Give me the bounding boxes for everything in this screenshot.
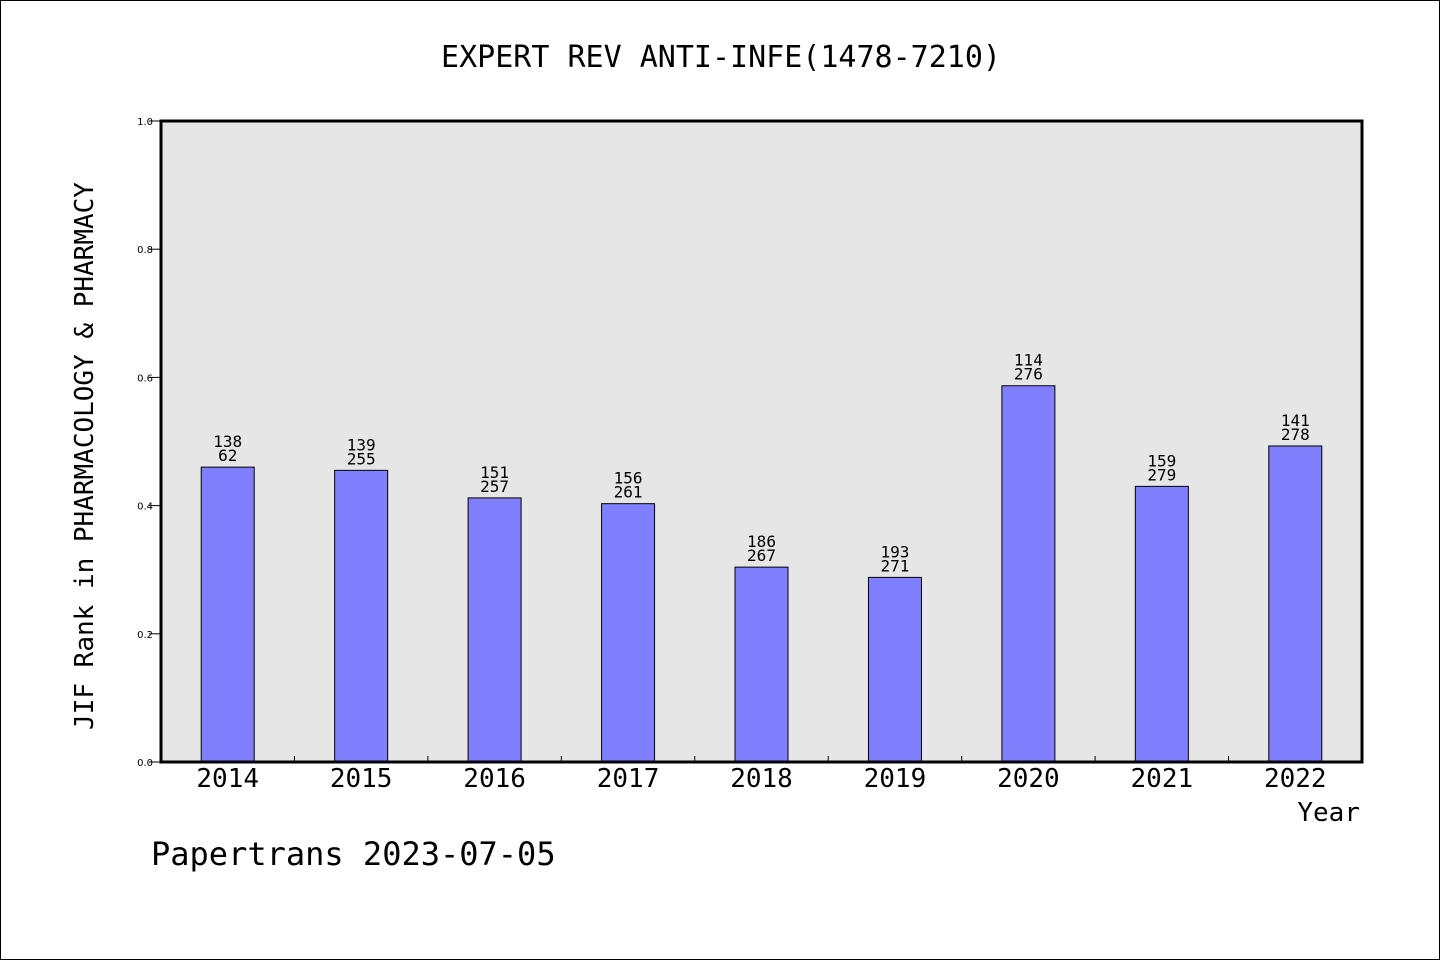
x-tick-label: 2020 — [997, 764, 1060, 794]
x-tick-label: 2022 — [1264, 764, 1327, 794]
bar-label-top-2018: 186 — [747, 532, 776, 551]
bar-2015 — [334, 469, 389, 763]
bar-2020 — [1001, 385, 1056, 763]
bar-2018 — [734, 566, 789, 763]
bar-label-top-2015: 139 — [347, 435, 376, 454]
bar-label-bottom-2019: 271 — [880, 556, 909, 575]
bar-2021 — [1134, 485, 1189, 763]
x-tick-label: 2015 — [330, 764, 393, 794]
bar-2014 — [200, 466, 255, 763]
y-tick-label: 0.6 — [137, 373, 153, 384]
y-tick-label: 0.2 — [137, 630, 153, 641]
x-tick-label: 2019 — [864, 764, 927, 794]
bar-label-top-2019: 193 — [880, 542, 909, 561]
y-tick-label: 0.8 — [137, 245, 153, 256]
x-tick-label: 2021 — [1131, 764, 1194, 794]
y-axis: 0.0 0.2 0.4 0.6 0.8 1.0 — [137, 117, 161, 769]
bar-label-top-2017: 156 — [614, 469, 643, 488]
x-tick-label: 2018 — [730, 764, 793, 794]
bar-label-top-2014: 138 — [213, 432, 242, 451]
footer-credit: Papertrans 2023-07-05 — [151, 835, 556, 873]
y-axis-title: JIF Rank in PHARMACOLOGY & PHARMACY — [70, 182, 100, 730]
chart-title: EXPERT REV ANTI-INFE(1478-7210) — [441, 40, 1001, 75]
y-tick-label: 1.0 — [137, 117, 153, 128]
bar-2019 — [867, 576, 922, 763]
bar-2022 — [1268, 445, 1323, 763]
bar-label-bottom-2018: 267 — [747, 546, 776, 565]
x-axis: 2014 2015 2016 2017 2018 2019 2020 2021 2022 — [196, 756, 1327, 794]
bar-label-bottom-2021: 279 — [1147, 465, 1176, 484]
bar-label-top-2022: 141 — [1281, 411, 1310, 430]
bar-label-bottom-2015: 255 — [347, 449, 376, 468]
plot-border — [159, 119, 1364, 764]
bar-label-top-2020: 114 — [1014, 351, 1043, 370]
y-tick-label: 0.4 — [137, 502, 153, 513]
bar-label-bottom-2016: 257 — [480, 477, 509, 496]
bar-2017 — [601, 503, 656, 763]
bar-label-top-2016: 151 — [480, 463, 509, 482]
bars-layer — [200, 385, 1323, 763]
bar-label-bottom-2022: 278 — [1281, 425, 1310, 444]
x-axis-title: Year — [1297, 798, 1360, 828]
bar-label-top-2021: 159 — [1147, 451, 1176, 470]
bar-label-bottom-2014: 62 — [218, 446, 237, 465]
bar-label-bottom-2017: 261 — [614, 483, 643, 502]
x-tick-label: 2016 — [463, 764, 526, 794]
y-tick-label: 0.0 — [137, 758, 153, 769]
bar-label-bottom-2020: 276 — [1014, 365, 1043, 384]
x-tick-label: 2017 — [597, 764, 660, 794]
x-tick-label: 2014 — [196, 764, 259, 794]
bar-2016 — [467, 497, 522, 763]
